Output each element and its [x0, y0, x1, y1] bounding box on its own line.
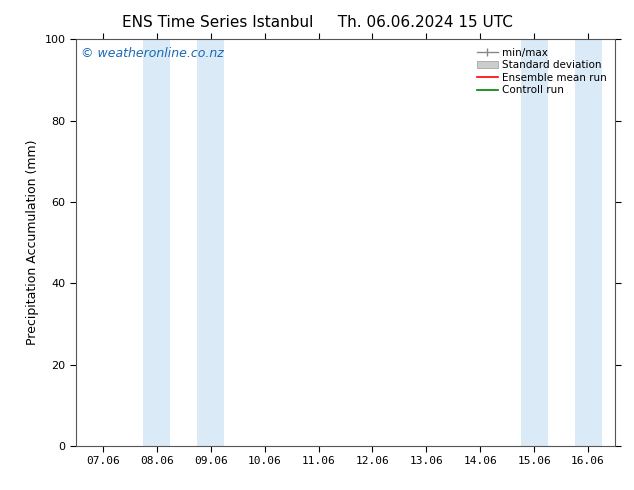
- Bar: [574, 39, 602, 446]
- Bar: [197, 39, 224, 446]
- Text: ENS Time Series Istanbul     Th. 06.06.2024 15 UTC: ENS Time Series Istanbul Th. 06.06.2024 …: [122, 15, 512, 30]
- Legend: min/max, Standard deviation, Ensemble mean run, Controll run: min/max, Standard deviation, Ensemble me…: [474, 45, 610, 98]
- Y-axis label: Precipitation Accumulation (mm): Precipitation Accumulation (mm): [26, 140, 39, 345]
- Text: © weatheronline.co.nz: © weatheronline.co.nz: [81, 48, 224, 60]
- Bar: [521, 39, 548, 446]
- Bar: [143, 39, 171, 446]
